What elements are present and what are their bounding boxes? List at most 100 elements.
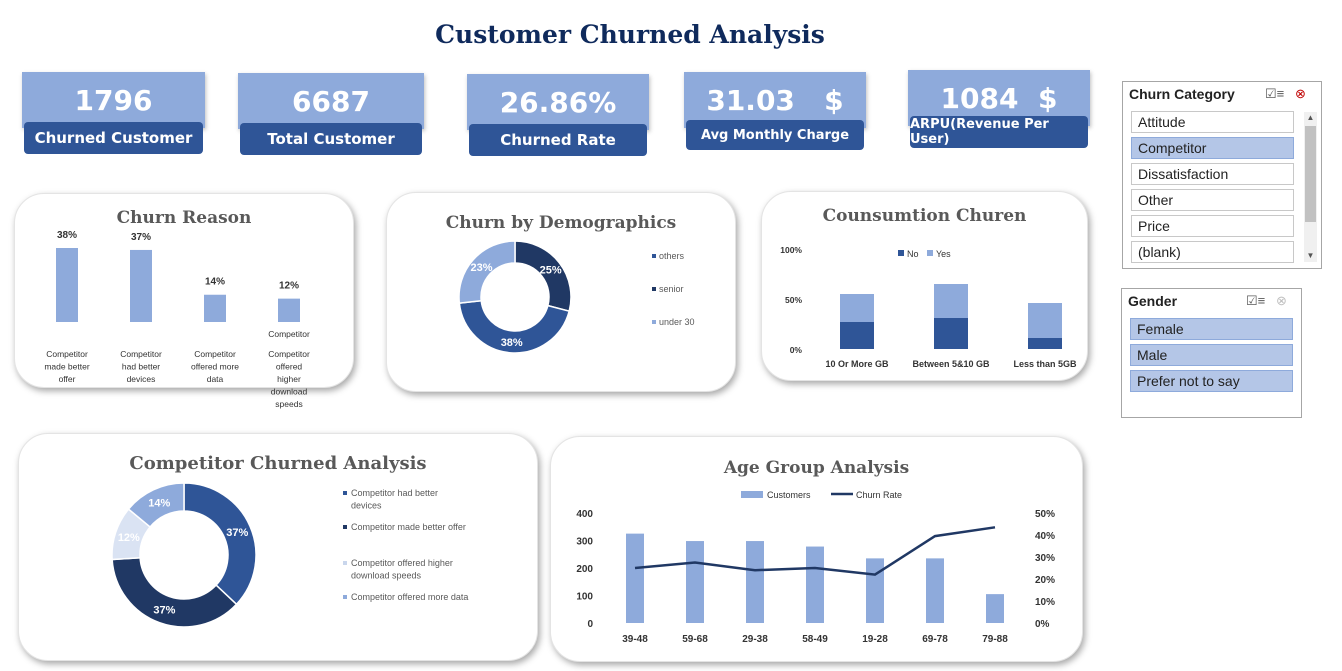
x-tick-label: 58-49 [802, 634, 828, 645]
legend-swatch [652, 287, 656, 291]
data-label: 14% [205, 277, 225, 288]
kpi-value: 26.86% [467, 74, 649, 130]
legend-swatch [343, 595, 347, 599]
slicer-item-male[interactable]: Male [1130, 344, 1293, 366]
slicer-scrollbar[interactable]: ▲ ▼ [1304, 112, 1317, 262]
data-label: 38% [501, 337, 523, 349]
competitor-chart: 37% 37% 12% 14% Competitor had better devices… [111, 482, 468, 628]
bar-yes [1028, 303, 1062, 338]
tick-label: Competitor [268, 349, 310, 359]
y2-tick-label: 20% [1035, 575, 1055, 586]
kpi-value: 1796 [22, 72, 205, 128]
legend-swatch [343, 491, 347, 495]
data-label: 37% [153, 605, 175, 617]
y-tick-label: 100% [780, 245, 802, 255]
data-label: 14% [148, 498, 170, 510]
y2-tick-label: 10% [1035, 597, 1055, 608]
legend-swatch [652, 254, 656, 258]
legend-swatch [741, 491, 763, 498]
x-tick-label: 19-28 [862, 634, 888, 645]
legend-label: Churn Rate [856, 490, 902, 500]
y-tick-label: 50% [785, 295, 802, 305]
scroll-thumb[interactable] [1305, 126, 1316, 222]
chart-title: Competitor Churned Analysis [129, 453, 427, 474]
kpi-label: ARPU(Revenue Per User) [910, 116, 1088, 148]
bar-no [934, 318, 968, 349]
donut-slice [183, 482, 257, 606]
churn-category-slicer: Churn Category ☑≡ ⊗ Attitude Competitor Di… [1122, 81, 1322, 269]
y-tick-label: 300 [576, 537, 593, 548]
bar [626, 533, 644, 623]
y-tick-label: 0 [587, 619, 593, 630]
churn-reason-card: Churn Reason 38% Competitor made better off… [14, 193, 354, 409]
y2-tick-label: 50% [1035, 509, 1055, 520]
legend-label: download speeds [351, 571, 422, 581]
data-label: 37% [226, 527, 248, 539]
y-tick-label: 400 [576, 509, 593, 520]
slicer-title: Churn Category [1129, 86, 1235, 102]
age-group-card: Age Group Analysis 0 100 200 300 400 0% 10% 20%… [550, 436, 1083, 662]
chart-title: Age Group Analysis [723, 458, 910, 478]
slicer-item-competitor[interactable]: Competitor [1131, 137, 1294, 159]
slicer-item-other[interactable]: Other [1131, 189, 1294, 211]
bar [986, 594, 1004, 623]
bar-yes [934, 284, 968, 318]
legend-swatch [652, 320, 656, 324]
tick-label: Competitor [120, 349, 162, 359]
y-tick-label: 200 [576, 564, 593, 575]
legend-swatch [927, 250, 933, 256]
clear-filter-icon[interactable]: ⊗ [1295, 86, 1306, 101]
x-tick-label: 39-48 [622, 634, 648, 645]
legend-swatch [343, 525, 347, 529]
tick-label: speeds [275, 399, 302, 409]
bar-no [1028, 338, 1062, 349]
legend-label: Competitor had better [351, 488, 438, 498]
tick-label: made better [44, 362, 90, 372]
x-tick-label: 59-68 [682, 634, 708, 645]
slicer-item-price[interactable]: Price [1131, 215, 1294, 237]
legend-label: devices [351, 501, 382, 511]
legend-label: Competitor made better offer [351, 522, 466, 532]
multi-select-icon[interactable]: ☑≡ [1265, 86, 1285, 101]
annotation: Competitor [268, 329, 310, 339]
clear-filter-icon[interactable]: ⊗ [1276, 293, 1287, 308]
tick-label: download [271, 387, 308, 397]
consumption-card: Counsumtion Churen 0% 50% 100% No Yes 10 Or M… [761, 191, 1088, 381]
kpi-label: Churned Rate [469, 124, 647, 156]
slicer-item-prefer-not-to-say[interactable]: Prefer not to say [1130, 370, 1293, 392]
kpi-label: Churned Customer [24, 122, 203, 154]
tick-label: Competitor [194, 349, 236, 359]
data-label: 12% [118, 532, 140, 544]
tick-label: data [207, 374, 224, 384]
slicer-item-attitude[interactable]: Attitude [1131, 111, 1294, 133]
donut-slice [458, 240, 516, 304]
x-tick-label: 10 Or More GB [825, 359, 889, 369]
churn-reason-chart: 38% Competitor made better offer 37% Competit… [44, 230, 310, 409]
kpi-churned-rate: 26.86% Churned Rate [467, 74, 649, 158]
legend-label: Competitor offered more data [351, 592, 468, 602]
bar [56, 248, 78, 322]
slicer-item-dissatisfaction[interactable]: Dissatisfaction [1131, 163, 1294, 185]
tick-label: had better [122, 362, 160, 372]
legend-swatch [343, 561, 347, 565]
tick-label: higher [277, 374, 301, 384]
slicer-item-female[interactable]: Female [1130, 318, 1293, 340]
y-tick-label: 0% [790, 345, 803, 355]
kpi-label: Avg Monthly Charge [686, 120, 864, 150]
tick-label: offer [59, 374, 76, 384]
donut-slice [127, 482, 185, 529]
consumption-chart: 0% 50% 100% No Yes 10 Or More GB Between 5&10 … [780, 245, 1077, 369]
y2-tick-label: 30% [1035, 553, 1055, 564]
kpi-avg-monthly-charge: 31.03 $ Avg Monthly Charge [684, 72, 866, 156]
bar [806, 546, 824, 623]
multi-select-icon[interactable]: ☑≡ [1246, 293, 1266, 308]
bar [204, 294, 226, 322]
legend-label: under 30 [659, 317, 695, 327]
age-group-chart: 0 100 200 300 400 0% 10% 20% 30% 40% 50% Customers C… [576, 490, 1055, 645]
legend-label: No [907, 249, 919, 259]
scroll-up-icon[interactable]: ▲ [1306, 113, 1315, 122]
slicer-item-blank[interactable]: (blank) [1131, 241, 1294, 263]
scroll-down-icon[interactable]: ▼ [1306, 251, 1315, 260]
y2-tick-label: 40% [1035, 531, 1055, 542]
chart-title: Churn by Demographics [445, 213, 677, 233]
